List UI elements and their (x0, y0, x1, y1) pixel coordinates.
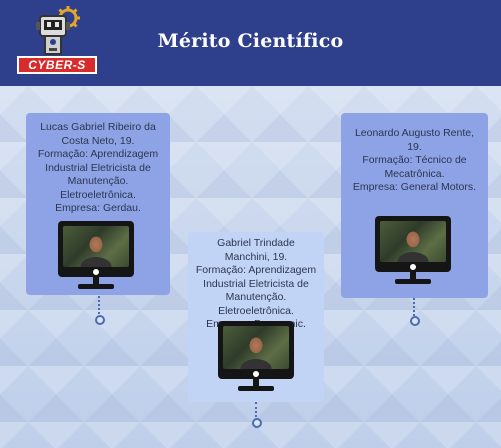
profile-card-lucas: Lucas Gabriel Ribeiro da Costa Neto, 19.… (26, 113, 170, 295)
timeline-pin (410, 316, 420, 326)
profile-text: Leonardo Augusto Rente, 19. Formação: Té… (341, 113, 488, 195)
monitor-photo (375, 216, 451, 288)
profile-line: Empresa: Gerdau. (55, 202, 141, 214)
robot-gear-icon (36, 6, 80, 55)
profile-line: Manutenção. Eletroeletrônica. (218, 291, 294, 317)
monitor-neck (410, 272, 416, 280)
profile-line: Eletroeletrônica. (60, 188, 136, 201)
profile-card-gabriel: Gabriel Trindade Manchini, 19. Formação:… (188, 232, 324, 402)
page-title: Mérito Científico (157, 30, 344, 52)
profile-text: Gabriel Trindade Manchini, 19. Formação:… (188, 232, 324, 332)
monitor-screen (58, 221, 134, 277)
profile-line: Manutenção. (67, 175, 129, 187)
profile-line: Formação: Aprendizagem (37, 148, 159, 160)
profile-line: Formação: Aprendizagem (195, 264, 317, 276)
monitor-base (78, 284, 114, 289)
monitor-screen (375, 216, 451, 272)
monitor-neck (93, 277, 99, 285)
monitor-neck (253, 379, 259, 387)
timeline-connector (413, 298, 415, 316)
logo-text: CYBER-S (17, 56, 97, 74)
profile-line: Lucas Gabriel Ribeiro da (40, 121, 156, 133)
cyber-s-logo: CYBER-S (12, 6, 98, 74)
monitor-screen (218, 321, 294, 379)
profile-line: Costa Neto, 19. (61, 134, 135, 147)
profile-line: Gabriel Trindade Manchini, 19. (217, 237, 295, 263)
profile-line: Mecatrônica. (384, 167, 445, 180)
profile-photo (63, 226, 129, 267)
profile-line: Industrial Eletricista de (203, 277, 309, 290)
monitor-power-dot (253, 371, 259, 377)
profile-card-leonardo: Leonardo Augusto Rente, 19. Formação: Té… (341, 113, 488, 298)
profile-photo (223, 326, 289, 369)
monitor-base (238, 386, 274, 391)
timeline-pin (95, 315, 105, 325)
profile-line: Empresa: General Motors. (352, 181, 477, 193)
monitor-base (395, 279, 431, 284)
monitor-power-dot (410, 264, 416, 270)
profile-text: Lucas Gabriel Ribeiro da Costa Neto, 19.… (26, 113, 170, 216)
profile-photo (380, 221, 446, 262)
timeline-pin (252, 418, 262, 428)
profile-line: Leonardo Augusto Rente, 19. (354, 127, 475, 153)
profile-line: Industrial Eletricista de (45, 161, 151, 174)
monitor-power-dot (93, 269, 99, 275)
monitor-photo (58, 221, 134, 293)
timeline-connector (98, 296, 100, 314)
page-header: CYBER-S Mérito Científico (0, 0, 501, 86)
monitor-photo (218, 321, 294, 393)
timeline-connector (255, 402, 257, 417)
profile-line: Formação: Técnico de (362, 154, 467, 166)
